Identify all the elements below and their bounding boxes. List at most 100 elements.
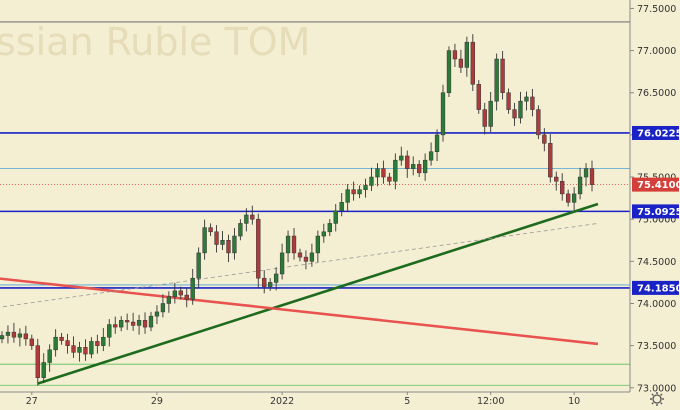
candle — [238, 219, 243, 241]
y-tick-label: 76.5000 — [637, 88, 676, 99]
candle-body — [250, 214, 255, 220]
trendline-dashed[interactable] — [0, 223, 599, 308]
candle-body — [297, 252, 303, 258]
candle — [59, 332, 64, 345]
candle — [35, 338, 40, 386]
candle — [220, 230, 225, 250]
candle-body — [440, 92, 446, 136]
candle-body — [77, 347, 82, 353]
candle-body — [65, 340, 70, 346]
candle-body — [59, 336, 64, 341]
candle — [160, 294, 166, 318]
candle — [512, 102, 517, 127]
candle-body — [160, 303, 166, 313]
candle-body — [285, 235, 291, 254]
candle-body — [387, 176, 392, 182]
candle — [375, 163, 380, 187]
candle — [476, 80, 481, 114]
candle-body — [464, 41, 470, 68]
candle-body — [381, 168, 386, 178]
candle — [446, 46, 452, 97]
candle-body — [17, 333, 23, 338]
candle — [101, 327, 106, 352]
candle-body — [560, 180, 565, 195]
candle-body — [536, 109, 541, 136]
candle — [142, 312, 148, 334]
candle-body — [256, 218, 261, 279]
candle-body — [375, 168, 380, 178]
candle-body — [309, 252, 315, 262]
level-label-0-box — [632, 125, 679, 140]
candle — [309, 243, 315, 267]
x-tick-label: 2022 — [270, 396, 294, 407]
settings-gear-icon[interactable] — [650, 392, 664, 406]
candle-body — [554, 176, 559, 182]
candle-body — [417, 164, 422, 174]
candle-body — [71, 345, 76, 353]
trendline-resistance[interactable] — [0, 277, 599, 346]
candle — [244, 208, 249, 232]
candle — [47, 344, 52, 372]
candle — [589, 160, 595, 192]
candle-body — [196, 252, 201, 279]
candle — [518, 91, 523, 124]
candle — [232, 228, 237, 260]
candle-body — [208, 227, 213, 233]
candle — [136, 314, 142, 335]
candle-body — [23, 333, 28, 340]
candle — [214, 225, 219, 253]
candle — [452, 43, 458, 68]
candle — [548, 134, 553, 183]
price-axis-panel[interactable] — [630, 0, 680, 392]
candle-body — [136, 320, 142, 326]
candle-body — [5, 331, 11, 336]
candle — [506, 88, 511, 114]
candle-body — [190, 277, 195, 300]
candle — [399, 146, 404, 166]
candle-body — [393, 159, 398, 182]
candle — [148, 311, 154, 332]
candle — [554, 171, 559, 191]
candle — [166, 291, 172, 313]
candle-body — [452, 50, 458, 60]
candle-body — [494, 58, 499, 102]
candle-body — [273, 273, 279, 283]
candle-body — [232, 235, 237, 254]
candle — [285, 230, 291, 263]
candle-body — [238, 223, 243, 237]
candle — [256, 213, 261, 288]
candle — [226, 234, 231, 263]
candle — [351, 181, 356, 201]
candle — [184, 288, 189, 308]
time-axis-panel[interactable] — [0, 392, 630, 410]
candle — [53, 329, 58, 357]
candle-body — [113, 324, 118, 328]
candle-body — [83, 347, 88, 355]
candle — [297, 248, 303, 262]
candle — [440, 84, 446, 142]
candle — [345, 184, 350, 212]
candle — [464, 36, 470, 77]
candle — [500, 51, 505, 100]
candle — [89, 337, 94, 359]
y-tick-label: 74.0000 — [637, 299, 676, 310]
candle — [107, 319, 112, 347]
candle — [470, 34, 475, 92]
candle — [154, 305, 160, 325]
candle — [124, 313, 130, 331]
candle — [363, 178, 368, 198]
candle — [339, 193, 344, 217]
candle — [566, 189, 571, 207]
candle — [393, 153, 398, 190]
candle-body — [369, 176, 374, 186]
candle-body — [303, 256, 309, 262]
candle-body — [458, 58, 464, 68]
candle — [119, 316, 124, 332]
y-tick-label: 73.0000 — [637, 383, 676, 394]
y-tick-label: 73.5000 — [637, 341, 676, 352]
candle-body — [172, 290, 177, 297]
level-label-2-box — [632, 280, 679, 295]
candle — [536, 105, 541, 140]
trendline-support[interactable] — [37, 202, 599, 385]
